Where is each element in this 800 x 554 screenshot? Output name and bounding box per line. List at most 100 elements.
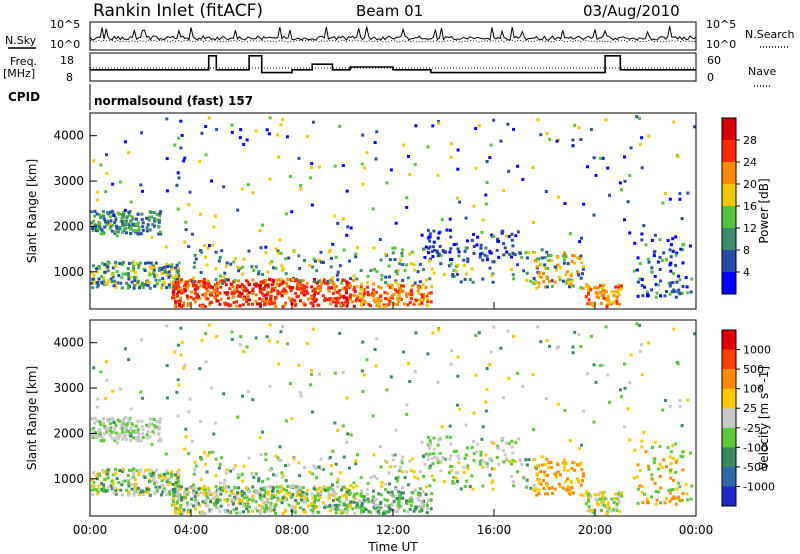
velocity-cell xyxy=(559,473,562,477)
power-cell xyxy=(248,298,251,302)
power-cell xyxy=(193,300,197,304)
velocity-cell xyxy=(328,504,332,508)
power-cell xyxy=(215,285,218,289)
velocity-cell xyxy=(514,441,518,445)
power-cell xyxy=(392,303,396,306)
power-cell xyxy=(211,243,214,247)
power-cell xyxy=(420,298,424,302)
velocity-cell xyxy=(200,338,204,342)
power-cell xyxy=(145,229,149,233)
velocity-cell xyxy=(618,509,621,513)
power-cell xyxy=(386,283,390,287)
velocity-cell xyxy=(562,465,566,469)
velocity-cell xyxy=(476,442,480,446)
power-cell xyxy=(369,304,372,308)
power-cell xyxy=(379,258,383,262)
power-cell xyxy=(598,284,602,288)
power-cell xyxy=(245,298,249,301)
colorbar-tick-label: 24 xyxy=(743,156,757,169)
power-cell xyxy=(234,257,237,261)
velocity-cell xyxy=(299,391,303,395)
power-cell xyxy=(491,280,495,284)
power-cell xyxy=(342,278,346,282)
power-cell xyxy=(274,305,278,308)
velocity-cell xyxy=(330,504,334,507)
velocity-cell xyxy=(306,341,309,345)
power-cell xyxy=(264,245,268,249)
velocity-cell xyxy=(441,456,445,459)
velocity-cell xyxy=(481,425,485,429)
power-cell xyxy=(353,289,357,293)
power-cell xyxy=(237,269,240,273)
velocity-cell xyxy=(127,429,131,433)
power-cell xyxy=(93,209,97,213)
velocity-cell xyxy=(567,488,571,492)
velocity-cell xyxy=(372,505,376,509)
velocity-cell xyxy=(477,331,481,335)
power-cell xyxy=(139,232,143,236)
power-cell xyxy=(184,220,188,224)
power-cell xyxy=(364,301,368,304)
power-cell xyxy=(416,298,420,302)
velocity-cell xyxy=(338,496,342,499)
velocity-cell xyxy=(674,502,678,506)
velocity-cell xyxy=(137,432,141,436)
velocity-cell xyxy=(161,484,165,487)
velocity-cell xyxy=(520,462,524,466)
power-cell xyxy=(178,280,182,284)
velocity-cell xyxy=(100,435,104,439)
velocity-cell xyxy=(594,498,598,502)
velocity-cell xyxy=(153,482,156,486)
velocity-cell xyxy=(222,392,226,396)
velocity-cell xyxy=(145,436,149,440)
velocity-cell xyxy=(180,340,184,344)
velocity-cell xyxy=(269,504,273,508)
power-cell xyxy=(579,254,583,258)
power-cell xyxy=(640,136,644,140)
velocity-cell xyxy=(98,420,102,424)
power-cell xyxy=(430,249,434,253)
velocity-cell xyxy=(334,511,338,515)
power-cell xyxy=(655,291,659,295)
velocity-cell xyxy=(394,428,398,432)
power-cell xyxy=(259,283,263,287)
velocity-cell xyxy=(383,459,387,463)
power-cell xyxy=(380,274,384,277)
velocity-cell xyxy=(137,471,141,474)
velocity-cell xyxy=(365,358,369,362)
velocity-cell xyxy=(126,490,130,494)
power-cell xyxy=(312,257,316,261)
power-cell xyxy=(254,129,258,133)
power-cell xyxy=(222,280,226,284)
velocity-cell xyxy=(571,351,575,355)
velocity-cell xyxy=(658,445,662,449)
velocity-cell xyxy=(331,449,335,453)
velocity-cell xyxy=(268,323,272,327)
colorbar-tick-label: 8 xyxy=(743,244,750,257)
power-cell xyxy=(141,225,145,229)
power-cell xyxy=(218,291,222,295)
power-cell xyxy=(130,269,134,273)
velocity-cell xyxy=(333,421,337,425)
power-cell xyxy=(668,197,672,201)
power-cell xyxy=(426,228,430,232)
velocity-cell xyxy=(146,430,150,434)
velocity-cell xyxy=(455,479,459,483)
velocity-cell xyxy=(101,468,104,472)
velocity-cell xyxy=(178,487,182,491)
power-cell xyxy=(172,296,176,300)
power-cell xyxy=(406,276,410,280)
power-cell xyxy=(176,171,180,175)
velocity-cell xyxy=(540,463,544,467)
velocity-cell xyxy=(362,509,366,513)
power-cell xyxy=(150,267,154,271)
power-cell xyxy=(311,304,315,308)
power-cell xyxy=(311,289,315,293)
power-cell xyxy=(248,283,251,287)
velocity-cell xyxy=(346,508,350,512)
velocity-cell xyxy=(260,505,264,508)
velocity-cell xyxy=(382,510,386,514)
power-cell xyxy=(589,127,593,131)
velocity-cell xyxy=(301,486,305,490)
power-cell xyxy=(397,283,401,287)
